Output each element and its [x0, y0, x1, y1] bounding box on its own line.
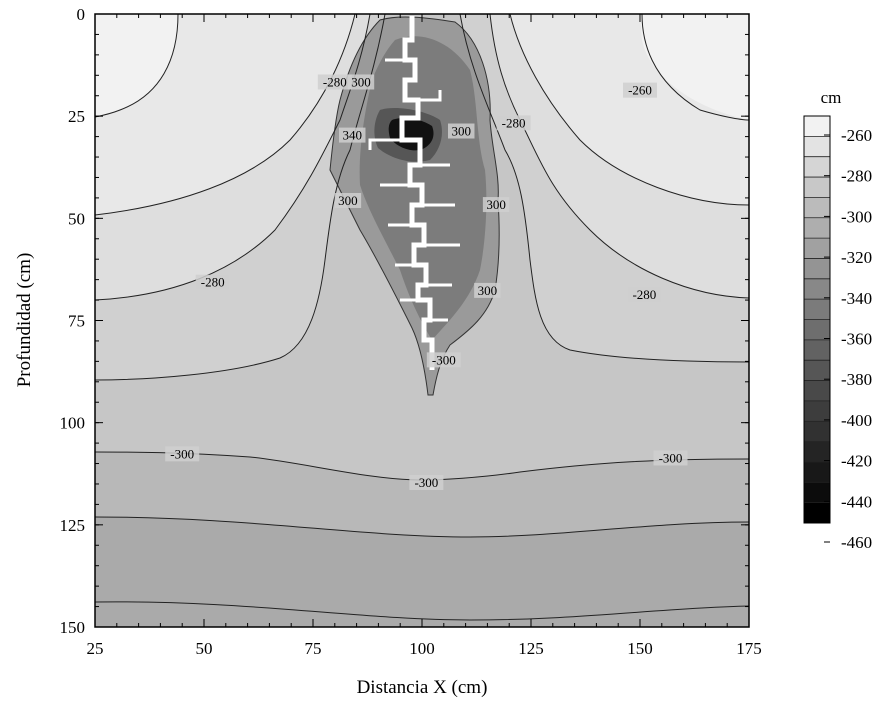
colorbar-swatch: [804, 502, 830, 524]
contour-label: 300: [338, 193, 358, 208]
colorbar-swatch: [804, 380, 830, 402]
contour-line: [641, 14, 749, 121]
y-tick-label: 50: [68, 209, 85, 228]
contour-label-bg: [195, 274, 230, 290]
x-tick-label: 175: [736, 639, 762, 658]
colorbar-swatch: [804, 197, 830, 219]
colorbar-swatch: [804, 278, 830, 300]
contour-label-bg: [496, 115, 531, 131]
contour-label-bg: [623, 82, 657, 98]
y-tick-label: 75: [68, 312, 85, 331]
colorbar-swatch: [804, 116, 830, 137]
colorbar-frame: [803, 115, 831, 524]
contour-labels: -260 -280 -280 -280 -280 300 340 300 300 300 300 -3…: [165, 74, 688, 490]
contour-label-bg: [165, 446, 200, 462]
colorbar-title: cm: [821, 88, 842, 107]
colorbar-tick-label: -360: [841, 330, 872, 349]
colorbar-swatch: [804, 177, 830, 198]
contour-label: -300: [659, 450, 683, 465]
colorbar-legend: cm -260 -280 -300 -320 -340 -360 -380 -400 -420 -…: [803, 88, 872, 552]
y-tick-label: 25: [68, 107, 85, 126]
colorbar-swatch: [804, 156, 830, 178]
contour-label: 340: [342, 128, 362, 143]
colorbar-swatch: [804, 400, 830, 422]
contour-lines: [95, 14, 749, 621]
fracture-branches: [368, 58, 460, 322]
colorbar-swatch: [804, 299, 830, 320]
colorbar-swatch: [804, 136, 830, 158]
contour-label: -280: [502, 115, 526, 130]
contour-label-bg: [409, 474, 444, 490]
contour-label: 300: [351, 74, 371, 89]
colorbar-tick-label: -280: [841, 167, 872, 186]
contour-label: -300: [170, 446, 194, 461]
contour-label: -280: [323, 74, 347, 89]
colorbar-swatch: [804, 360, 830, 382]
contour-label: -300: [432, 352, 456, 367]
y-tick-label: 0: [77, 5, 86, 24]
colorbar-tick-label: -460: [841, 533, 872, 552]
colorbar-tick-label: -380: [841, 370, 872, 389]
contour-label-bg: [334, 192, 362, 208]
y-tick-label: 150: [60, 618, 86, 637]
colorbar-tick-label: -320: [841, 248, 872, 267]
colorbar-swatch: [804, 421, 830, 443]
colorbar-swatch: [804, 441, 830, 463]
contour-line: [95, 14, 179, 118]
contour-line: [95, 601, 749, 621]
y-tick-label: 100: [60, 414, 86, 433]
contour-label-bg: [482, 197, 510, 213]
contour-line: [95, 516, 749, 538]
contour-label: 300: [451, 124, 471, 139]
x-tick-label: 75: [305, 639, 322, 658]
y-tick-label: 125: [60, 516, 86, 535]
colorbar-swatch: [804, 217, 830, 239]
band-top-left: [95, 14, 178, 117]
colorbar-tick-label: -420: [841, 452, 872, 471]
colorbar-tick-label: -300: [841, 207, 872, 226]
x-tick-label: 100: [409, 639, 435, 658]
contour-line: [509, 14, 749, 206]
x-tick-label: 150: [627, 639, 653, 658]
contour-label-bg: [627, 286, 662, 302]
contour-line: [95, 14, 356, 216]
x-tick-label: 125: [518, 639, 544, 658]
colorbar-swatch: [804, 258, 830, 280]
colorbar-swatch: [804, 319, 830, 341]
x-tick-label: 25: [87, 639, 104, 658]
contour-line: [459, 14, 749, 363]
x-axis-title: Distancia X (cm): [357, 677, 488, 698]
fracture-path: [399, 16, 435, 370]
contour-line: [95, 14, 386, 381]
contour-label: 300: [486, 197, 506, 212]
y-axis: 0 25 50 75 100 125 150: [60, 5, 749, 637]
contour-line: [489, 14, 749, 299]
contour-label-bg: [347, 74, 375, 90]
contour-label-bg: [447, 123, 475, 139]
colorbar-swatch: [804, 461, 830, 483]
colorbar-tick-label: -400: [841, 411, 872, 430]
colorbar-tick-label: -440: [841, 492, 872, 511]
colorbar-swatch: [804, 482, 830, 504]
contour-label-bg: [317, 74, 352, 90]
contour-label-bg: [474, 282, 501, 298]
contour-label: -280: [201, 275, 225, 290]
colorbar-swatch: [804, 238, 830, 259]
contour-label-bg: [653, 450, 688, 466]
x-tick-label: 50: [196, 639, 213, 658]
x-axis: 25 50 75 100 125 150 175: [87, 14, 762, 658]
contour-label-bg: [426, 352, 461, 368]
contour-label: 300: [478, 283, 498, 298]
band-top-right: [640, 14, 749, 120]
contour-label: -300: [414, 475, 438, 490]
contour-label: -260: [628, 83, 652, 98]
colorbar-tick-label: -340: [841, 289, 872, 308]
contour-label: -280: [632, 287, 656, 302]
contour-label-bg: [338, 127, 366, 143]
colorbar-tick-label: -260: [841, 126, 872, 145]
y-axis-title: Profundidad (cm): [14, 253, 35, 388]
colorbar-swatch: [804, 339, 830, 361]
plot-area: [95, 14, 749, 627]
